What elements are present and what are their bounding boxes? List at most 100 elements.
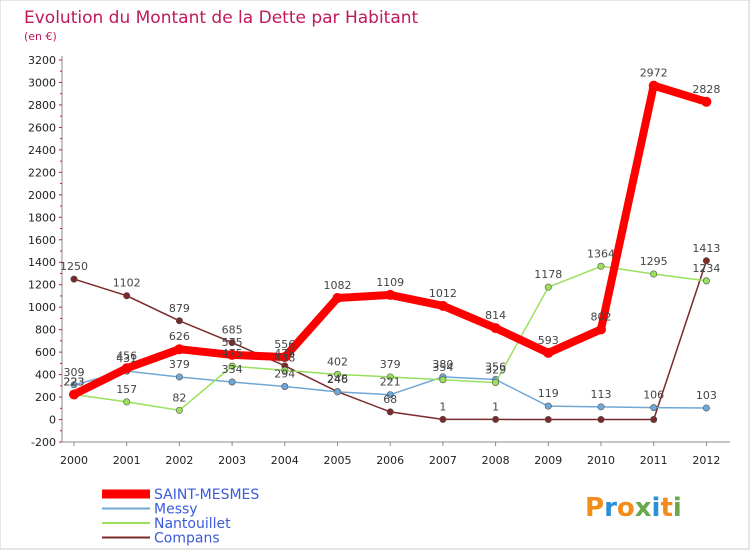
y-tick-label: 800 — [35, 324, 56, 337]
data-point — [544, 402, 552, 410]
logo-letter: P — [585, 493, 604, 523]
data-point — [386, 408, 394, 416]
data-label: 294 — [274, 367, 295, 380]
data-point — [70, 381, 78, 389]
data-label: 334 — [222, 363, 243, 376]
data-label: 356 — [485, 361, 506, 374]
data-point — [385, 289, 396, 300]
x-tick-label: 2005 — [324, 454, 352, 467]
proxiti-logo: Proxiti — [585, 493, 682, 523]
data-point — [650, 404, 658, 412]
logo-letter: o — [617, 493, 635, 523]
y-tick-label: 2400 — [28, 144, 56, 157]
data-label: 223 — [64, 375, 85, 388]
data-label: 1 — [439, 400, 446, 413]
data-point — [281, 366, 289, 374]
x-tick-label: 2010 — [587, 454, 615, 467]
data-point — [702, 404, 710, 412]
data-point — [333, 388, 341, 396]
data-point — [439, 415, 447, 423]
data-label: 438 — [274, 351, 295, 364]
data-label: 802 — [591, 310, 612, 323]
data-label: 1234 — [692, 262, 720, 275]
data-point — [281, 382, 289, 390]
y-tick-label: 1000 — [28, 301, 56, 314]
legend-label: Compans — [154, 531, 220, 547]
x-tick-label: 2012 — [692, 454, 720, 467]
y-tick-label: 600 — [35, 346, 56, 359]
y-tick-label: -200 — [31, 436, 56, 449]
data-point — [437, 300, 448, 311]
legend-label: Messy — [154, 502, 198, 518]
x-tick-label: 2007 — [429, 454, 457, 467]
data-point — [386, 373, 394, 381]
logo-letter: x — [635, 493, 652, 523]
data-point — [69, 389, 79, 400]
data-label: 103 — [696, 389, 717, 402]
y-tick-label: 0 — [49, 414, 56, 427]
data-label: 329 — [485, 364, 506, 377]
data-point — [490, 323, 501, 334]
data-label: 879 — [169, 302, 190, 315]
data-label: 223 — [64, 375, 85, 388]
x-tick-label: 2011 — [640, 454, 668, 467]
data-point — [332, 292, 343, 303]
x-tick-label: 2002 — [165, 454, 193, 467]
data-label: 2828 — [692, 83, 720, 96]
data-label: 478 — [274, 347, 295, 360]
data-point — [123, 292, 131, 300]
data-label: 106 — [643, 389, 664, 402]
data-point — [175, 406, 183, 414]
data-point — [544, 416, 552, 424]
data-point — [386, 391, 394, 399]
y-tick-label: 3200 — [28, 54, 56, 67]
data-label: 380 — [432, 358, 453, 371]
data-point — [701, 96, 712, 107]
y-tick-label: 1400 — [28, 256, 56, 269]
data-point — [597, 403, 605, 411]
data-label: 685 — [222, 324, 243, 337]
data-label: 379 — [380, 358, 401, 371]
data-label: 82 — [172, 391, 186, 404]
data-point — [227, 349, 238, 360]
data-point — [439, 376, 447, 384]
data-point — [228, 339, 236, 347]
y-tick-label: 1600 — [28, 234, 56, 247]
data-label: 221 — [380, 376, 401, 389]
data-point — [228, 378, 236, 386]
data-label: 1413 — [692, 242, 720, 255]
y-tick-label: 3000 — [28, 76, 56, 89]
x-tick-label: 2001 — [113, 454, 141, 467]
logo-letter: r — [604, 493, 617, 523]
data-point — [70, 275, 78, 283]
series-compans — [70, 257, 710, 424]
data-label: 157 — [116, 383, 137, 396]
data-point — [175, 373, 183, 381]
data-label: 1250 — [60, 260, 88, 273]
data-point — [544, 283, 552, 291]
x-tick-label: 2004 — [271, 454, 299, 467]
data-label: 248 — [327, 373, 348, 386]
data-point — [123, 398, 131, 406]
logo-letter: i — [673, 493, 682, 523]
data-label: 475 — [222, 347, 243, 360]
data-label: 456 — [116, 349, 137, 362]
data-point — [702, 277, 710, 285]
data-point — [597, 416, 605, 424]
x-tick-label: 2003 — [218, 454, 246, 467]
y-tick-label: 2000 — [28, 189, 56, 202]
data-point — [492, 379, 500, 387]
y-tick-label: 2600 — [28, 121, 56, 134]
data-label: 113 — [591, 388, 612, 401]
data-point — [228, 362, 236, 370]
data-point — [279, 352, 290, 363]
data-point — [121, 363, 132, 374]
x-tick-label: 2006 — [376, 454, 404, 467]
data-labels: 1250 1102 879 685 478 248 68 1 1 1413 309 431 379 334… — [60, 67, 720, 414]
y-tick-label: 1200 — [28, 279, 56, 292]
series-saint-mesmes — [69, 80, 712, 400]
legend-label: Nantouillet — [154, 516, 231, 532]
